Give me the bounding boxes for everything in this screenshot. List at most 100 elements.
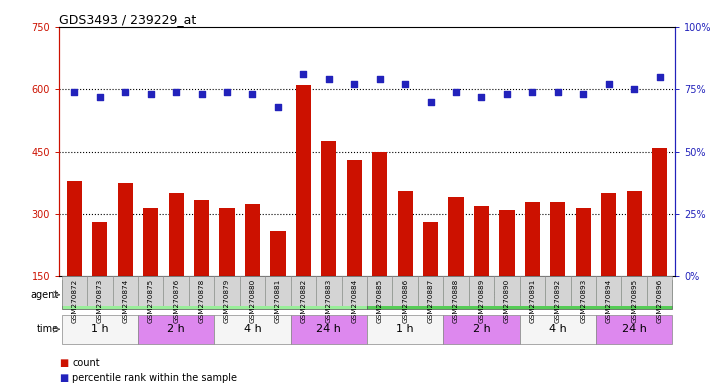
Text: time: time (37, 324, 58, 334)
Text: GSM270890: GSM270890 (504, 279, 510, 323)
Bar (647, 276, 672, 306)
Bar (138, 314, 214, 344)
Bar (240, 276, 265, 306)
Bar (62, 314, 138, 344)
Bar (138, 276, 164, 306)
Bar (443, 314, 520, 344)
Text: GSM270891: GSM270891 (529, 279, 536, 323)
Text: GSM270873: GSM270873 (97, 279, 103, 323)
Point (323, 76, 335, 83)
Point (399, 81, 411, 88)
Bar (214, 276, 240, 306)
Bar (596, 314, 672, 344)
Point (501, 91, 513, 98)
Bar (423, 222, 438, 276)
Bar (347, 160, 362, 276)
Text: GSM270876: GSM270876 (173, 279, 179, 323)
Point (221, 89, 233, 95)
Bar (367, 276, 392, 306)
Bar (596, 276, 622, 306)
Text: GSM270878: GSM270878 (198, 279, 205, 323)
Text: GDS3493 / 239229_at: GDS3493 / 239229_at (59, 13, 196, 26)
Text: GSM270880: GSM270880 (249, 279, 255, 323)
Text: GSM270886: GSM270886 (402, 279, 408, 323)
Text: GSM270896: GSM270896 (657, 279, 663, 323)
Bar (418, 276, 443, 306)
Bar (194, 200, 209, 276)
Bar (652, 147, 667, 276)
Bar (169, 193, 184, 276)
Bar (291, 314, 367, 344)
Text: GSM270894: GSM270894 (606, 279, 611, 323)
Bar (520, 276, 545, 306)
Text: control: control (195, 290, 234, 300)
Bar (87, 276, 112, 306)
Bar (367, 314, 443, 344)
Bar (296, 85, 311, 276)
Point (526, 89, 538, 95)
Bar (367, 280, 672, 310)
Bar (321, 141, 337, 276)
Text: GSM270889: GSM270889 (479, 279, 485, 323)
Text: GSM270872: GSM270872 (71, 279, 77, 323)
Text: 1 h: 1 h (397, 324, 414, 334)
Point (120, 89, 131, 95)
Text: 2 h: 2 h (472, 324, 490, 334)
Bar (575, 208, 591, 276)
Bar (189, 276, 214, 306)
Text: cigarette smoke: cigarette smoke (474, 290, 565, 300)
Bar (214, 314, 291, 344)
Point (94, 94, 105, 100)
Bar (545, 276, 570, 306)
Text: 2 h: 2 h (167, 324, 185, 334)
Bar (316, 276, 342, 306)
Text: GSM270879: GSM270879 (224, 279, 230, 323)
Bar (62, 280, 367, 310)
Text: ■: ■ (59, 358, 68, 368)
Bar (67, 181, 82, 276)
Bar (520, 314, 596, 344)
Bar (448, 197, 464, 276)
Text: GSM270874: GSM270874 (123, 279, 128, 323)
Bar (270, 231, 286, 276)
Point (476, 94, 487, 100)
Bar (474, 206, 489, 276)
Bar (397, 191, 413, 276)
Text: 24 h: 24 h (622, 324, 647, 334)
Bar (570, 276, 596, 306)
Bar (469, 276, 494, 306)
Bar (112, 276, 138, 306)
Point (603, 81, 614, 88)
Point (145, 91, 156, 98)
Text: GSM270895: GSM270895 (631, 279, 637, 323)
Text: GSM270885: GSM270885 (376, 279, 383, 323)
Bar (118, 183, 133, 276)
Text: GSM270875: GSM270875 (148, 279, 154, 323)
Point (196, 91, 208, 98)
Bar (627, 191, 642, 276)
Bar (164, 276, 189, 306)
Bar (500, 210, 515, 276)
Bar (372, 152, 387, 276)
Bar (443, 276, 469, 306)
Point (374, 76, 386, 83)
Text: 4 h: 4 h (244, 324, 262, 334)
Bar (525, 202, 540, 276)
Point (272, 104, 283, 110)
Bar (219, 208, 234, 276)
Text: GSM270881: GSM270881 (275, 279, 281, 323)
Point (247, 91, 258, 98)
Text: 4 h: 4 h (549, 324, 567, 334)
Point (654, 74, 665, 80)
Text: GSM270888: GSM270888 (453, 279, 459, 323)
Point (629, 86, 640, 92)
Text: 24 h: 24 h (317, 324, 341, 334)
Text: GSM270883: GSM270883 (326, 279, 332, 323)
Bar (62, 276, 87, 306)
Point (170, 89, 182, 95)
Bar (342, 276, 367, 306)
Point (552, 89, 564, 95)
Bar (291, 276, 316, 306)
Bar (622, 276, 647, 306)
Bar (245, 204, 260, 276)
